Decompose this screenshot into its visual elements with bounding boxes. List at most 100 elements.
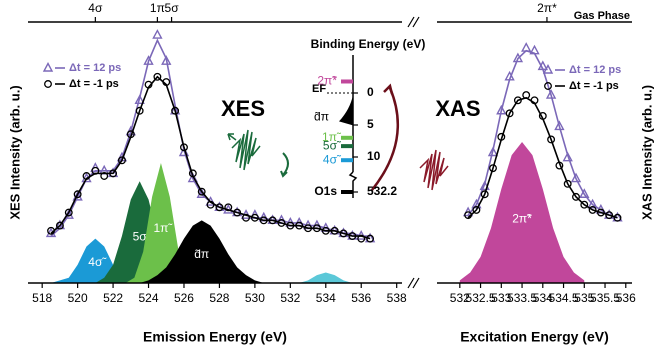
- dpi-band: [339, 95, 353, 126]
- x-tick-label: 532.5: [466, 291, 496, 305]
- inset-tick-label: 0: [367, 85, 374, 99]
- x-tick-label: 530: [245, 291, 265, 305]
- x-tick-label: 520: [68, 291, 88, 305]
- top-tick-label: 4σ: [88, 1, 103, 15]
- fit-line: [50, 75, 371, 240]
- triangle-marker: [496, 104, 507, 115]
- circle-marker: [480, 190, 489, 199]
- circle-marker: [144, 80, 153, 89]
- circle-marker: [259, 216, 268, 225]
- circle-marker: [100, 172, 109, 180]
- circle-marker: [348, 232, 357, 240]
- circle-marker: [357, 234, 366, 243]
- circle-marker: [555, 161, 564, 170]
- circle-marker: [135, 106, 144, 115]
- circle-marker: [489, 164, 497, 173]
- circle-marker: [596, 208, 605, 217]
- circle-marker: [563, 179, 572, 188]
- legend-label: Δt = 12 ps: [69, 62, 121, 74]
- x-tick-label: 535: [574, 291, 594, 305]
- level-label: 2π̃*: [317, 74, 337, 88]
- circle-marker: [153, 72, 162, 81]
- x-tick-label: 532: [280, 291, 300, 305]
- level-label: 4σ̃: [323, 152, 342, 166]
- level-label: d̃π: [314, 110, 329, 124]
- component-area: [290, 272, 362, 283]
- circle-marker: [304, 224, 313, 233]
- circle-marker: [605, 211, 614, 220]
- energy-level: [341, 79, 353, 84]
- inset-axis-break: [348, 171, 358, 198]
- legend-entry: Δt = 12 ps: [542, 64, 621, 76]
- circle-marker: [215, 203, 224, 212]
- x-tick-label: 538: [387, 291, 407, 305]
- circle-marker: [126, 130, 135, 139]
- corner-note: Gas Phase: [574, 10, 630, 22]
- circle-marker: [472, 205, 481, 214]
- fermi-label: EF: [312, 83, 326, 95]
- x-tick-label: 518: [32, 291, 52, 305]
- x-tick-label: 532: [450, 291, 470, 305]
- circle-marker: [321, 226, 330, 235]
- triangle-marker: [152, 29, 163, 39]
- x-tick-label: 522: [103, 291, 123, 305]
- legend-label: Δt = -1 ps: [569, 80, 619, 92]
- x-tick-label: 534.5: [549, 291, 579, 305]
- triangle-marker: [504, 70, 515, 81]
- circle-marker: [530, 96, 539, 105]
- legend-entry: Δt = -1 ps: [544, 80, 619, 92]
- x-tick-label: 535.5: [590, 291, 620, 305]
- triangle-marker: [512, 52, 524, 63]
- x-tick-label: 524: [139, 291, 159, 305]
- decoration: [227, 16, 449, 289]
- circle-marker: [339, 229, 348, 238]
- component-label: d̃π: [194, 247, 209, 261]
- fit-line: [467, 96, 618, 219]
- circle-marker: [224, 203, 233, 212]
- circle-marker: [250, 213, 259, 222]
- energy-level: [341, 190, 353, 194]
- circle-marker: [572, 192, 580, 201]
- circle-marker: [613, 213, 622, 222]
- energy-level: [341, 158, 353, 163]
- legend-marker: [44, 80, 52, 88]
- x-tick-label: 536: [351, 291, 371, 305]
- panel-annotation: XES: [221, 96, 265, 121]
- x-tick-label: 533.5: [507, 291, 537, 305]
- inset-tick-label: 532.2: [367, 184, 397, 198]
- component-area: [459, 142, 585, 283]
- circle-marker: [91, 166, 100, 175]
- level-label: 5σ̃: [323, 138, 342, 152]
- circle-marker: [497, 132, 506, 141]
- circle-marker: [55, 221, 64, 230]
- top-tick-label: 1π: [150, 1, 165, 15]
- component-area: [86, 181, 193, 283]
- circle-marker: [547, 135, 556, 144]
- legend-marker: [544, 82, 552, 90]
- inset-title: Binding Energy (eV): [311, 37, 426, 51]
- x-tick-label: 534: [533, 291, 553, 305]
- triangle-marker: [587, 198, 598, 209]
- circle-marker: [206, 200, 215, 209]
- circle-marker: [580, 200, 589, 209]
- circle-marker: [286, 221, 295, 230]
- triangle-marker: [161, 55, 172, 65]
- top-tick-label: 2π*: [537, 1, 557, 15]
- circle-marker: [277, 219, 286, 227]
- circle-marker: [64, 208, 73, 217]
- triangle-marker: [529, 44, 540, 55]
- legend-label: Δt = -1 ps: [69, 78, 119, 90]
- x-tick-label: 534: [316, 291, 336, 305]
- panel-annotation: XAS: [435, 96, 480, 121]
- x-axis-label: Excitation Energy (eV): [460, 329, 609, 345]
- circle-marker: [330, 226, 339, 235]
- circle-marker: [538, 112, 547, 120]
- x-axis-label: Emission Energy (eV): [143, 329, 287, 345]
- legend-marker: [42, 62, 54, 72]
- circle-marker: [312, 224, 321, 233]
- triangle-marker: [521, 42, 532, 52]
- legend-entry: Δt = -1 ps: [44, 78, 119, 90]
- circle-marker: [180, 143, 188, 152]
- x-tick-label: 526: [174, 291, 194, 305]
